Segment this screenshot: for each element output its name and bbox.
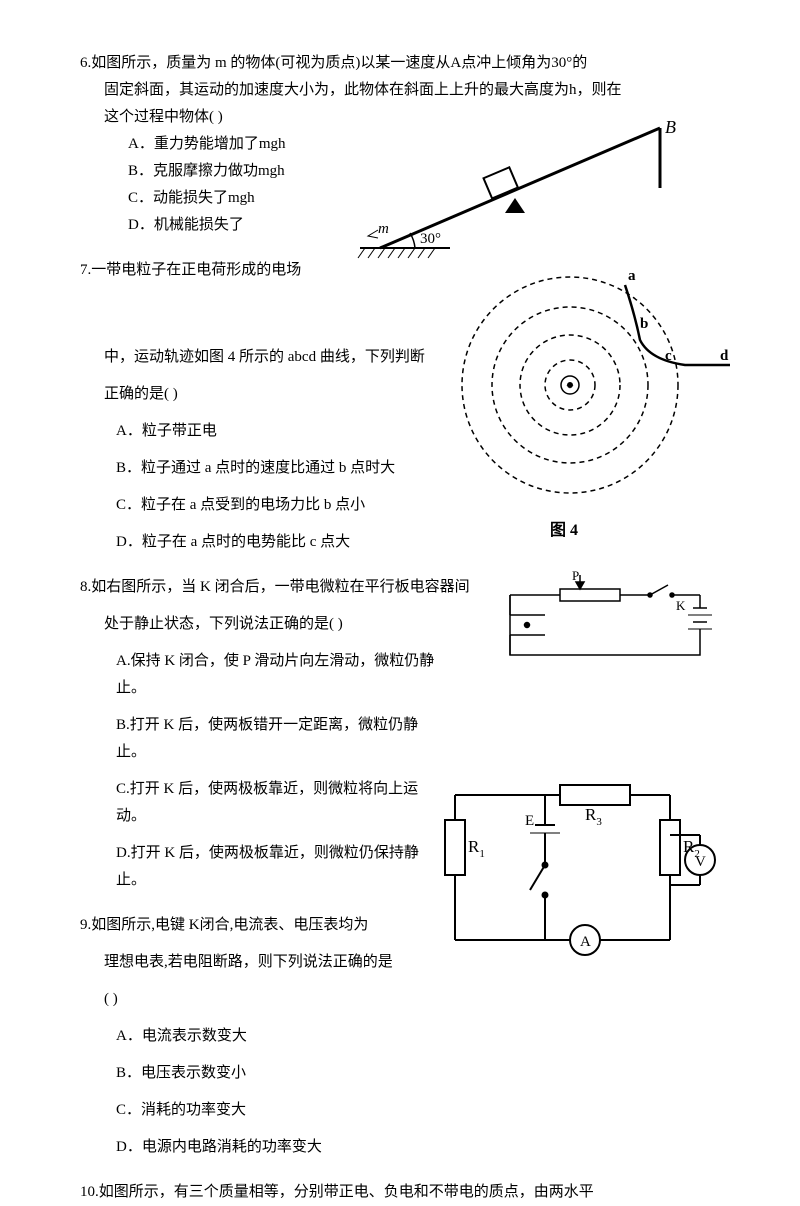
q9-option-b: B．电压表示数变小 [80,1060,480,1087]
q9-option-a: A．电流表示数变大 [80,1023,480,1050]
resistor-circuit-figure: R1 R2 R3 E A V [430,770,730,970]
q9-option-c: C．消耗的功率变大 [80,1097,480,1124]
q10-stem: 10.如图所示，有三个质量相等，分别带正电、负电和不带电的质点，由两水平 [80,1179,720,1206]
m-label: m [378,221,389,237]
q8-option-b: B.打开 K 后，使两板错开一定距离，微粒仍静止。 [80,712,440,766]
q8-option-a: A.保持 K 闭合，使 P 滑动片向左滑动，微粒仍静止。 [80,648,440,702]
q9-stem-line1: 9.如图所示,电键 K闭合,电流表、电压表均为 [80,912,430,939]
q7-option-b: B．粒子通过 a 点时的速度比通过 b 点时大 [80,455,420,482]
q6-stem-line1: 6.如图所示，质量为 m 的物体(可视为质点)以某一速度从A点冲上倾角为30°的 [80,50,720,77]
q7-option-a: A．粒子带正电 [80,418,420,445]
q7-option-d: D．粒子在 a 点时的电势能比 c 点大 [80,529,420,556]
question-10: 10.如图所示，有三个质量相等，分别带正电、负电和不带电的质点，由两水平 [80,1179,720,1206]
q9-stem-line2: 理想电表,若电阻断路，则下列说法正确的是 [80,949,430,976]
fig2-caption: 图 4 [550,521,578,539]
A-label: A [580,934,591,950]
angle-label: 30° [420,231,441,247]
field-circles-figure: + a b c d 图 4 [430,250,740,530]
E-label: E [525,813,534,829]
q8-option-c: C.打开 K 后，使两极板靠近，则微粒将向上运动。 [80,776,440,830]
K-label: K [676,598,686,613]
R3-label: R3 [585,805,602,828]
q6-stem-line2: 固定斜面，其运动的加速度大小为，此物体在斜面上上升的最大高度为h，则在 [80,77,720,104]
q8-option-d: D.打开 K 后，使两极板靠近，则微粒仍保持静止。 [80,840,440,894]
q7-option-c: C．粒子在 a 点受到的电场力比 b 点小 [80,492,420,519]
B-label: B [665,118,676,137]
q7-stem-line2: 中，运动轨迹如图 4 所示的 abcd 曲线，下列判断 [80,344,480,371]
label-a: a [628,268,636,284]
q9-option-d: D．电源内电路消耗的功率变大 [80,1134,480,1161]
capacitor-circuit-figure: P K [490,570,720,670]
R1-label: R1 [468,837,485,860]
label-d: d [720,348,729,364]
label-b: b [640,316,648,332]
V-label: V [695,854,706,870]
q9-stem-line3: ( ) [80,986,720,1013]
P-label: P [572,570,579,583]
inclined-plane-figure: 30° m B [350,118,690,258]
label-c: c [665,348,672,364]
